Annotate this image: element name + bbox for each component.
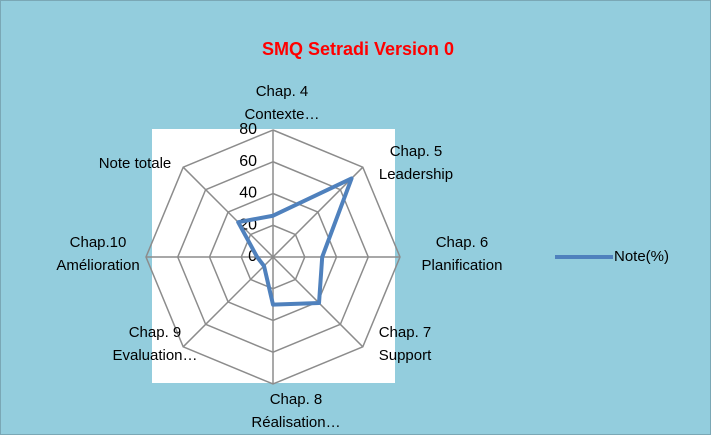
category-label: Chap. 4 [256, 83, 309, 100]
legend-label: Note(%) [614, 248, 669, 265]
category-label: Chap. 9 [129, 324, 182, 341]
category-label: Evaluation… [112, 347, 197, 364]
category-label: Chap. 6 [436, 234, 489, 251]
r-tick-label: 60 [239, 153, 257, 170]
category-label: Contexte… [244, 106, 319, 123]
r-tick-label: 80 [239, 121, 257, 138]
chart-title: SMQ Setradi Version 0 [262, 39, 454, 59]
category-label: Réalisation… [251, 414, 340, 431]
category-label: Note totale [99, 155, 172, 172]
category-label: Chap. 5 [390, 143, 443, 160]
category-label: Chap. 7 [379, 324, 432, 341]
series-line [236, 176, 354, 307]
category-label: Leadership [379, 166, 453, 183]
r-tick-label: 0 [248, 248, 257, 265]
category-label: Chap.10 [70, 234, 127, 251]
category-label: Amélioration [56, 257, 139, 274]
category-label: Support [379, 347, 432, 364]
r-tick-label: 40 [239, 185, 257, 202]
spoke [182, 256, 274, 348]
category-label: Chap. 8 [270, 391, 323, 408]
category-label: Planification [422, 257, 503, 274]
spoke [182, 166, 274, 258]
